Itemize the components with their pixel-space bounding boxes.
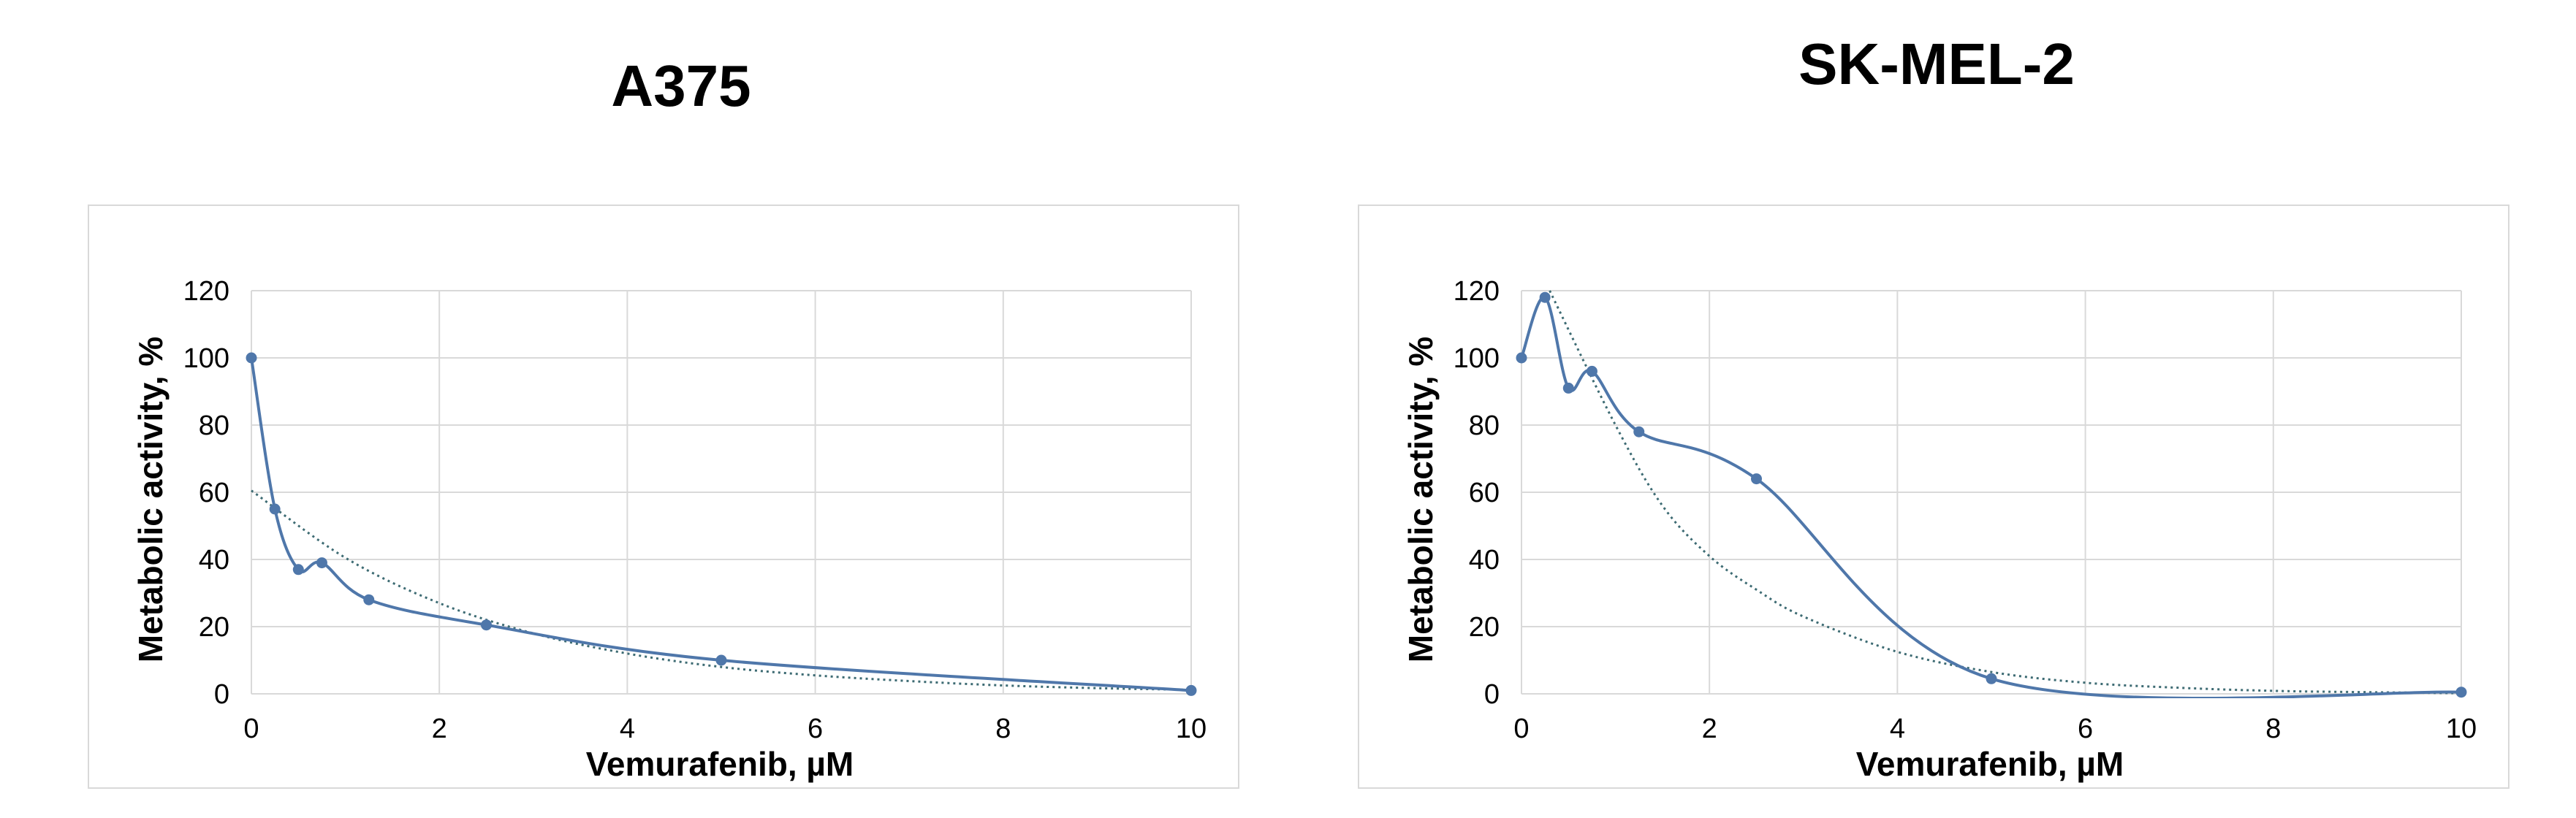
y-tick-label: 120 [183, 276, 229, 307]
y-tick-label: 80 [1469, 410, 1500, 441]
data-point [246, 352, 257, 364]
x-tick-label: 6 [808, 714, 823, 744]
data-point [715, 654, 727, 666]
x-axis-label: Vemurafenib, µM [1856, 745, 2124, 783]
chart-area-a375: 0 2 4 6 8 10 0 20 40 60 80 100 120 Vemurafenib, µM Met… [88, 204, 1239, 789]
data-point [1586, 365, 1597, 377]
data-point [1539, 291, 1551, 303]
chart-title-sk-mel-2: SK-MEL-2 [1798, 31, 2075, 96]
data-point [269, 503, 281, 515]
y-tick-label: 20 [1469, 612, 1500, 643]
x-tick-label: 0 [243, 714, 259, 744]
data-point [1986, 673, 1997, 684]
y-tick-label: 100 [1454, 343, 1500, 374]
series-line [250, 357, 1192, 692]
y-axis-label: Metabolic activity, % [1402, 337, 1440, 663]
trendline [1549, 290, 2462, 695]
x-tick-label: 0 [1513, 714, 1529, 744]
data-point [1562, 382, 1574, 394]
data-point [363, 594, 375, 605]
data-point [1633, 426, 1645, 437]
y-axis-label: Metabolic activity, % [132, 337, 170, 663]
data-point [481, 619, 492, 631]
y-tick-label: 120 [1454, 276, 1500, 307]
x-axis-label: Vemurafenib, µM [586, 745, 854, 783]
x-tick-label: 2 [1702, 714, 1717, 744]
x-tick-label: 8 [995, 714, 1011, 744]
series-line [1520, 296, 2462, 698]
y-tick-label: 40 [199, 545, 229, 576]
y-tick-label: 80 [199, 410, 229, 441]
chart-title-a375: A375 [611, 53, 751, 118]
data-point [1751, 473, 1762, 485]
y-tick-label: 100 [183, 343, 229, 374]
x-tick-label: 10 [1176, 714, 1207, 744]
y-tick-label: 40 [1469, 545, 1500, 576]
y-tick-label: 60 [199, 478, 229, 508]
x-tick-label: 8 [2265, 714, 2281, 744]
x-tick-label: 6 [2078, 714, 2093, 744]
x-tick-label: 4 [620, 714, 635, 744]
data-point [2455, 687, 2467, 698]
y-tick-label: 0 [1484, 679, 1500, 710]
y-tick-label: 20 [199, 612, 229, 643]
y-tick-label: 60 [1469, 478, 1500, 508]
data-point [1185, 684, 1197, 696]
x-tick-label: 10 [2446, 714, 2477, 744]
data-point [1516, 352, 1527, 364]
data-point [292, 564, 304, 576]
y-tick-label: 0 [214, 679, 229, 710]
x-tick-label: 4 [1890, 714, 1905, 744]
chart-area-sk-mel-2: 0 2 4 6 8 10 0 20 40 60 80 100 120 Vemurafenib, µM Met… [1358, 204, 2509, 789]
x-tick-label: 2 [432, 714, 447, 744]
data-point [316, 557, 327, 569]
trendline [251, 489, 1192, 691]
